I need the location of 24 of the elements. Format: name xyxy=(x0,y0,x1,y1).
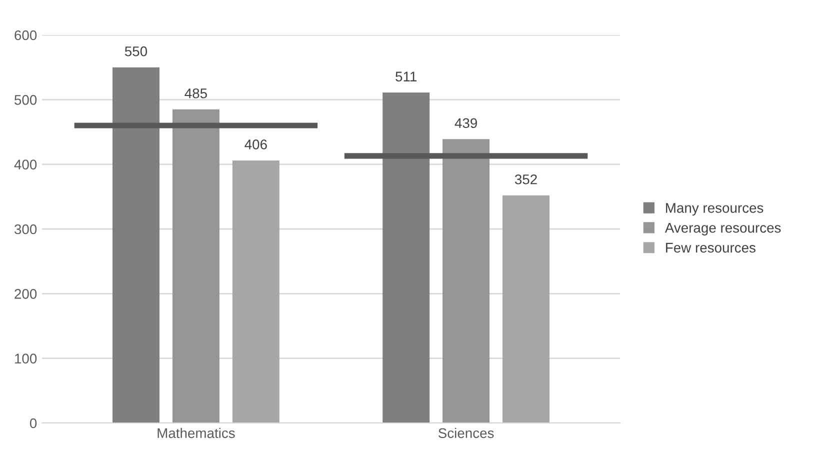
data-label: 439 xyxy=(454,118,477,128)
bar xyxy=(382,92,430,423)
legend-label: Many resources xyxy=(666,203,764,216)
data-label: 485 xyxy=(184,88,207,98)
bar xyxy=(112,67,160,423)
data-label: 550 xyxy=(124,46,148,56)
data-label: 406 xyxy=(244,140,267,150)
y-tick-label: 500 xyxy=(14,95,37,105)
bar xyxy=(442,139,490,423)
legend-label: Few resources xyxy=(666,242,756,253)
y-tick-label: 600 xyxy=(14,30,37,40)
y-tick-label: 200 xyxy=(14,289,37,299)
bar xyxy=(172,109,220,423)
x-tick-label: Sciences xyxy=(438,428,494,438)
data-label: 511 xyxy=(396,72,416,82)
data-label: 352 xyxy=(514,174,537,184)
y-tick-label: 100 xyxy=(15,354,37,364)
y-tick-label: 0 xyxy=(30,418,37,428)
bar xyxy=(502,195,550,423)
y-tick-label: 300 xyxy=(14,224,37,234)
bar xyxy=(232,160,280,423)
y-tick-label: 400 xyxy=(14,160,37,170)
x-tick-label: Mathematics xyxy=(158,428,235,438)
legend-label: Average resources xyxy=(664,223,781,236)
